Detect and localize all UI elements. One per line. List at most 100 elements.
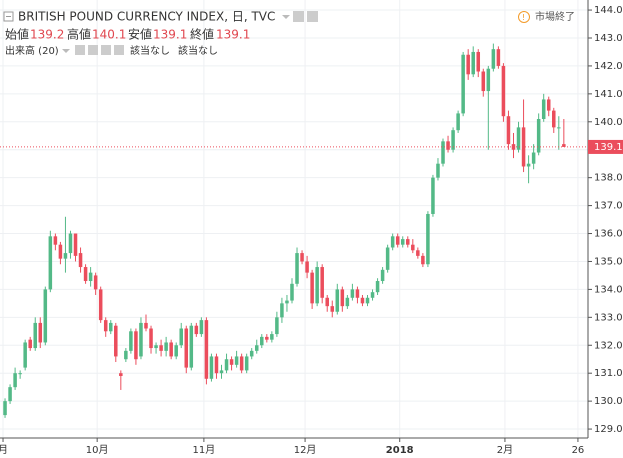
x-tick-label: 26 [572,445,585,456]
eye-icon[interactable] [75,45,85,55]
candle-body [385,247,390,270]
y-tick-label: 144.0 [594,5,623,16]
candle-body [184,328,189,368]
candle-body [562,144,566,147]
dropdown-arrow[interactable] [62,49,70,53]
y-tick-label: 131.0 [594,368,623,379]
x-tick-label: 12月 [294,444,317,456]
remove-icon[interactable] [114,45,124,55]
candle-body [395,236,400,245]
low-label: 安値 [128,27,152,42]
candle-body [244,356,249,371]
y-tick-label: 137.0 [594,201,623,212]
candle-body [214,356,219,374]
x-tick-label: 月 [0,444,8,456]
candle-body [441,141,445,164]
candle-body [270,334,274,340]
candle-body [541,99,546,119]
y-tick-label: 135.0 [594,256,623,267]
candle-body [98,289,103,321]
candle-body [249,350,254,357]
candle-body [260,336,264,346]
candle-body [546,99,551,111]
candle-body [526,163,531,167]
candle-body [516,127,521,150]
add-icon[interactable] [101,45,111,55]
candle-body [310,272,314,304]
last-price-tag [588,139,623,154]
close-value: 139.1 [216,28,250,42]
candle-body [476,51,481,72]
settings-icon[interactable] [307,11,318,22]
y-tick-label: 129.0 [594,424,623,435]
candle-body [305,261,309,273]
candle-body [254,345,259,351]
candle-body [78,253,83,268]
volume-value: 該当なし [130,44,170,57]
candle-body [426,213,430,265]
candle-body [411,244,415,251]
open-label: 始値 [5,27,29,42]
last-price-label: 139.1 [594,142,623,153]
candle-body [114,325,118,357]
candle-body [124,350,128,360]
candle-body [28,339,32,349]
collapse-icon[interactable] [3,11,14,22]
candle-body [219,370,224,374]
candle-body [13,373,17,388]
candle-body [446,141,450,150]
candle-body [68,233,73,254]
x-tick-label: 11月 [193,444,216,456]
high-value: 140.1 [92,28,126,42]
close-label: 終値 [190,27,214,42]
candle-body [320,267,324,298]
candle-body [436,163,440,178]
candle-body [345,297,350,307]
candle-body [471,51,475,75]
candle-body [285,300,289,304]
candle-body [280,303,284,318]
candle-body [496,49,501,66]
candle-body [335,289,340,312]
candle-body [174,345,178,357]
y-tick-label: 141.0 [594,89,623,100]
candle-body [149,328,153,349]
candle-body [139,322,143,357]
candle-body [290,283,294,301]
market-status: 市場終了 [535,10,575,23]
candle-body [23,342,27,368]
candle-body [73,233,78,256]
candle-body [275,317,279,335]
candle-body [154,345,158,349]
candle-body [204,320,209,379]
y-tick-label: 132.0 [594,340,623,351]
eye-icon[interactable] [293,11,304,22]
candle-body [531,152,536,164]
candle-body [199,320,204,335]
candle-body [93,275,98,290]
candle-body [330,306,335,312]
candle-body [486,68,491,92]
candle-body [501,65,506,117]
y-tick-label: 140.0 [594,117,623,128]
y-tick-label: 143.0 [594,33,623,44]
candle-body [375,281,380,293]
dropdown-arrow[interactable] [282,15,290,19]
candle-body [159,345,163,351]
candle-body [33,322,38,349]
candle-body [466,54,470,75]
grid [0,0,588,438]
candle-body [8,387,12,402]
settings-icon[interactable] [88,45,98,55]
candle-body [521,127,526,167]
candle-body [144,322,148,329]
open-value: 139.2 [30,28,64,42]
x-tick-label: 10月 [86,444,109,456]
candles [0,43,588,418]
y-tick-label: 142.0 [594,61,623,72]
candle-body [536,118,541,153]
candle-body [416,250,420,256]
candle-body [18,373,22,375]
candle-body [380,269,385,282]
